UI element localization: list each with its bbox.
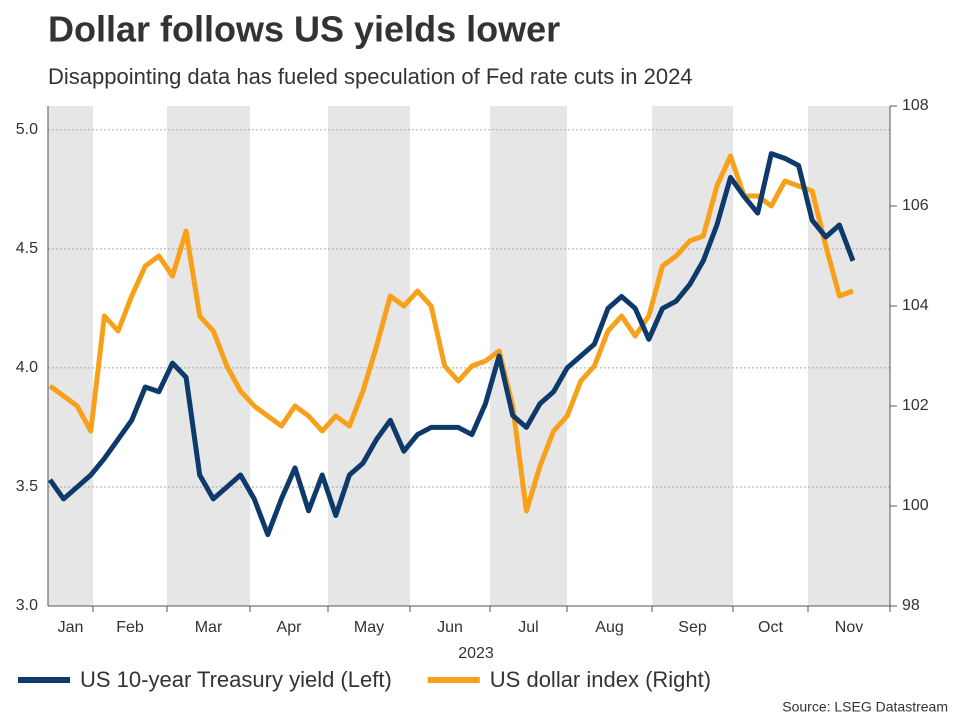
x-tick-label: Nov [835,619,863,636]
month-band [167,106,250,606]
x-tick-label: Oct [758,619,783,636]
y2-tick-label: 108 [902,97,929,114]
x-tick-label: Sep [678,619,707,636]
y2-tick-label: 106 [902,197,929,214]
month-band [808,106,890,606]
y-tick-label: 3.5 [16,478,38,495]
month-band [48,106,93,606]
series-line [47,151,856,538]
source: Source: LSEG Datastream [782,699,948,715]
y2-tick-label: 102 [902,397,929,414]
x-tick-label: Apr [277,619,303,636]
chart-title: Dollar follows US yields lower [48,9,560,50]
y2-tick-label: 100 [902,497,929,514]
x-tick-label: Jan [58,619,84,636]
y2-tick-label: 104 [902,297,929,314]
x-axis-label: 2023 [458,645,494,662]
legend-label: US dollar index (Right) [490,667,711,692]
month-band [328,106,410,606]
y2-tick-label: 98 [902,597,920,614]
month-band [652,106,733,606]
x-tick-label: Aug [595,619,623,636]
x-tick-label: Mar [195,619,223,636]
legend-label: US 10-year Treasury yield (Left) [80,667,392,692]
x-tick-label: Feb [116,619,144,636]
y-tick-label: 3.0 [16,597,38,614]
x-tick-label: Jun [437,619,463,636]
series-line [48,153,854,514]
y-tick-label: 4.5 [16,240,38,257]
chart-subtitle: Disappointing data has fueled speculatio… [48,64,693,89]
y-tick-label: 4.0 [16,359,38,376]
x-tick-label: Jul [518,619,538,636]
x-tick-label: May [354,619,384,636]
y-tick-label: 5.0 [16,121,38,138]
